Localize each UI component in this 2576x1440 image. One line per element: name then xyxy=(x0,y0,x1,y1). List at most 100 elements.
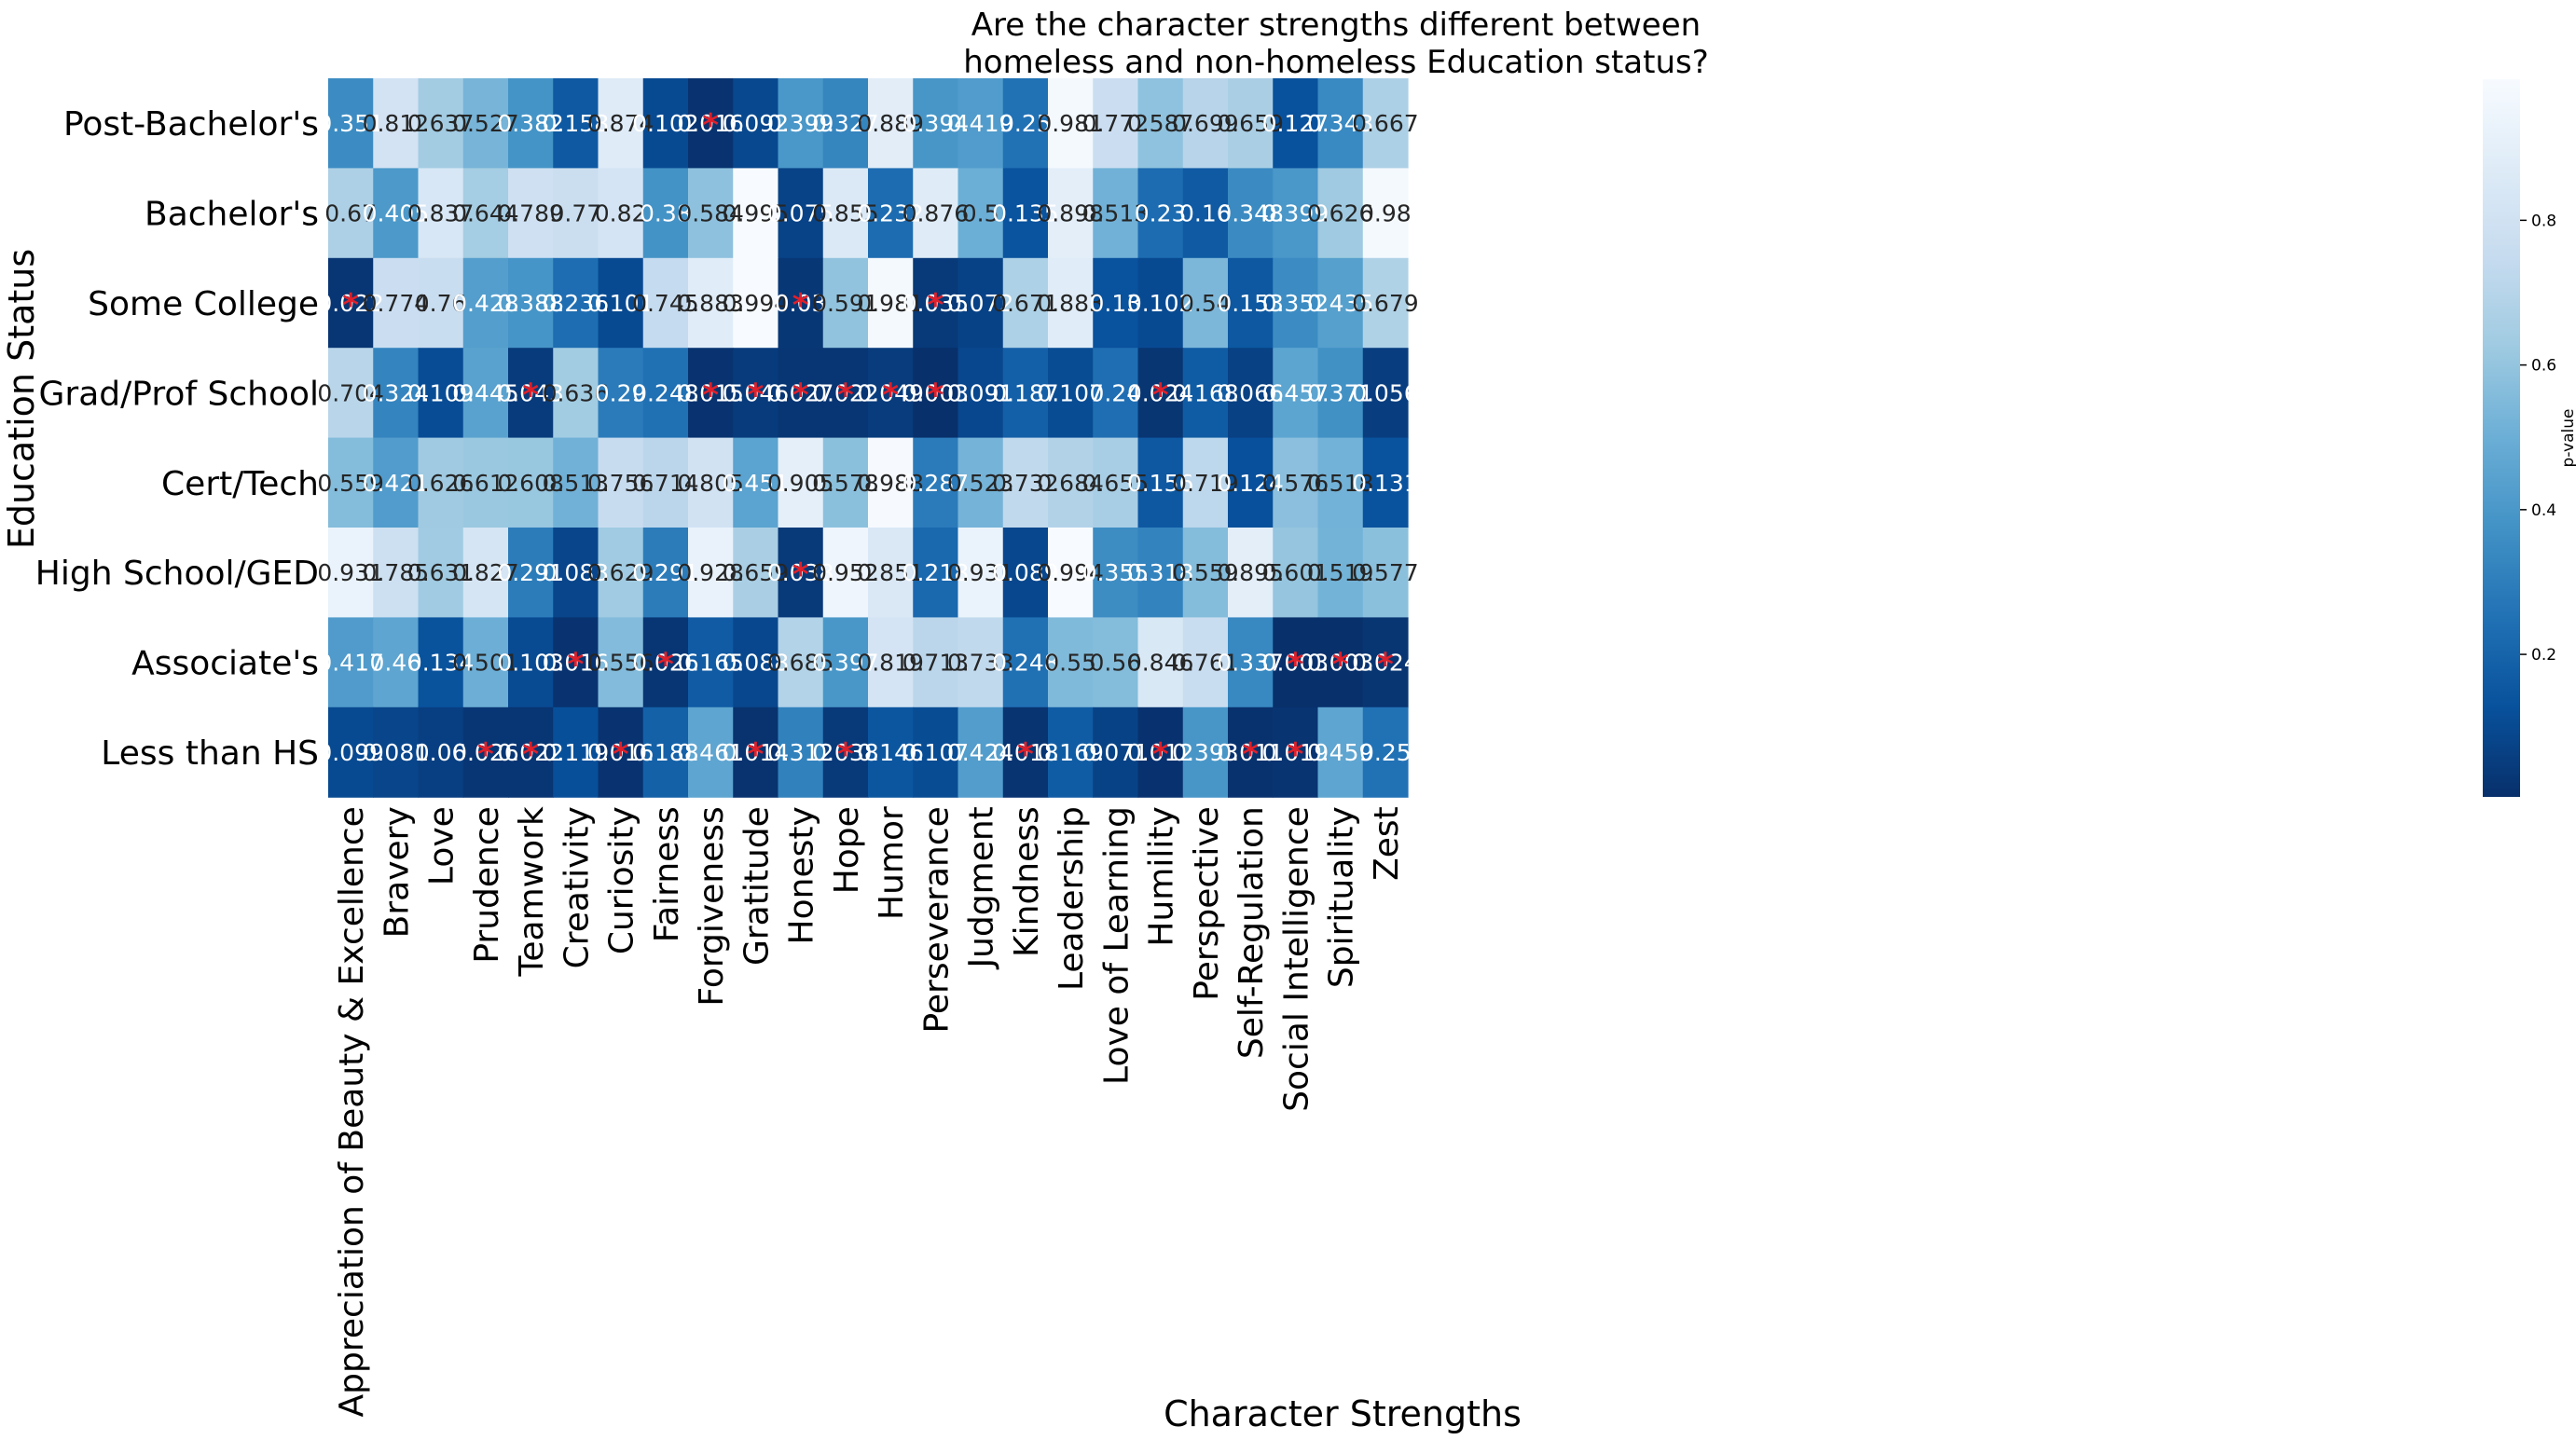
cell-value-label: 0.461 xyxy=(677,739,744,766)
heatmap-cell xyxy=(462,168,509,259)
heatmap-cell xyxy=(868,257,914,349)
cell-value-label: 0.081 xyxy=(363,739,430,766)
heatmap-cell xyxy=(868,168,914,259)
cell-value-label: 0.019 xyxy=(1262,739,1329,766)
cell-value-label: 0.883 xyxy=(1037,290,1104,317)
cell-value-label: 0.719 xyxy=(1172,470,1239,497)
cell-value-label: 0.024 xyxy=(1352,650,1419,677)
cell-value-label: 0.016 xyxy=(677,110,744,137)
cell-value-label: 0.671 xyxy=(992,290,1059,317)
heatmap-cell xyxy=(868,78,914,169)
cell-value-label: 0.107 xyxy=(902,739,970,766)
heatmap-cell xyxy=(688,168,734,259)
cell-value-label: 0.318 xyxy=(1127,559,1194,586)
cell-value-label: 0.099 xyxy=(317,739,384,766)
heatmap-cell xyxy=(1362,348,1409,439)
cell-value-label: 0.631 xyxy=(407,559,475,586)
heatmap-cell xyxy=(328,257,374,349)
cell-value-label: 0.324 xyxy=(363,379,430,406)
heatmap-cell xyxy=(328,348,374,439)
heatmap-cell xyxy=(1228,168,1274,259)
x-tick-label: Love xyxy=(423,806,461,885)
y-tick-label: Grad/Prof School xyxy=(39,375,319,413)
heatmap-cell xyxy=(598,78,644,169)
cell-value-label: 0.153 xyxy=(1217,290,1284,317)
cell-value-label: 0.399 xyxy=(767,110,834,137)
heatmap-cell xyxy=(913,437,959,528)
significance-marker: * xyxy=(342,287,359,324)
colorbar: 0.2 0.4 0.6 0.8 p-value xyxy=(2483,79,2576,797)
heatmap-cell xyxy=(1182,348,1229,439)
cell-value-label: 0.601 xyxy=(1262,559,1329,586)
cell-value-label: 0.015 xyxy=(677,379,744,406)
cell-value-label: 0.003 xyxy=(1307,650,1374,677)
cell-value-label: 0.075 xyxy=(767,200,834,227)
cell-value-label: 0.187 xyxy=(992,379,1059,406)
cell-value-label: 0.501 xyxy=(452,650,519,677)
heatmap-cell xyxy=(733,78,779,169)
heatmap-cell xyxy=(957,348,1004,439)
cell-value-label: 0.049 xyxy=(857,379,924,406)
cell-value-label: 0.56 xyxy=(1090,650,1142,677)
cell-value-label: 0.608 xyxy=(497,470,564,497)
cell-value-label: 0.38 xyxy=(640,200,692,227)
cell-value-label: 0.388 xyxy=(497,290,564,317)
heatmap-cell xyxy=(328,617,374,708)
cell-value-label: 0.577 xyxy=(1352,559,1419,586)
cell-value-label: 0.457 xyxy=(1262,379,1329,406)
heatmap-cell xyxy=(1182,706,1229,798)
cell-value-label: 0.092 xyxy=(723,110,790,137)
heatmap-cell xyxy=(642,168,689,259)
cell-value-label: 0.876 xyxy=(902,200,970,227)
significance-marker: * xyxy=(567,647,584,684)
heatmap-cell xyxy=(913,617,959,708)
cell-value-label: 0.626 xyxy=(1307,200,1374,227)
heatmap-cell xyxy=(373,617,420,708)
cell-value-label: 0.071 xyxy=(1082,739,1150,766)
heatmap-cell xyxy=(418,78,464,169)
cell-value-label: 0.559 xyxy=(1172,559,1239,586)
significance-marker: * xyxy=(522,736,539,774)
heatmap-cell xyxy=(1002,706,1049,798)
x-tick-label: Curiosity xyxy=(603,806,641,954)
cell-value-label: 0.011 xyxy=(1217,739,1284,766)
x-tick-label: Self-Regulation xyxy=(1233,806,1271,1059)
heatmap-cell xyxy=(688,528,734,618)
heatmap-cell xyxy=(1182,617,1229,708)
cell-value-label: 0.518 xyxy=(1307,470,1374,497)
heatmap-cell xyxy=(688,617,734,708)
heatmap-cell xyxy=(418,706,464,798)
colorbar-tick-label: 0.6 xyxy=(2531,357,2556,376)
cell-value-label: 0.109 xyxy=(407,379,475,406)
cell-value-label: 0.55 xyxy=(1044,650,1096,677)
cell-value-label: 0.855 xyxy=(812,200,879,227)
heatmap-cell xyxy=(778,528,824,618)
x-tick-label: Gratitude xyxy=(737,806,776,966)
cell-value-label: 0.523 xyxy=(947,470,1014,497)
cell-value-label: 0.287 xyxy=(902,470,970,497)
heatmap-cell xyxy=(1048,257,1094,349)
significance-marker: * xyxy=(792,287,809,324)
heatmap-cell xyxy=(328,78,374,169)
cell-value-label: 0.026 xyxy=(452,739,519,766)
heatmap-cell xyxy=(553,78,599,169)
significance-marker: * xyxy=(1152,736,1169,774)
cell-value-label: 0.519 xyxy=(1307,559,1374,586)
heatmap-cell xyxy=(1048,78,1094,169)
heatmap-cell xyxy=(822,437,869,528)
heatmap-cell xyxy=(688,437,734,528)
heatmap-cell xyxy=(1048,528,1094,618)
heatmap-cell xyxy=(1137,706,1184,798)
cell-value-label: 0.352 xyxy=(1262,290,1329,317)
cell-value-label: 0.165 xyxy=(677,650,744,677)
chart-title: Are the character strengths different be… xyxy=(963,7,1709,81)
heatmap-cell xyxy=(598,437,644,528)
cell-value-label: 0.088 xyxy=(723,650,790,677)
cell-value-label: 0.146 xyxy=(857,739,924,766)
cell-value-label: 0.124 xyxy=(1217,470,1284,497)
significance-marker: * xyxy=(522,377,539,414)
cell-value-label: 0.626 xyxy=(407,470,475,497)
significance-marker: * xyxy=(702,377,719,414)
cell-value-label: 0.513 xyxy=(543,470,610,497)
significance-marker: * xyxy=(657,647,674,684)
